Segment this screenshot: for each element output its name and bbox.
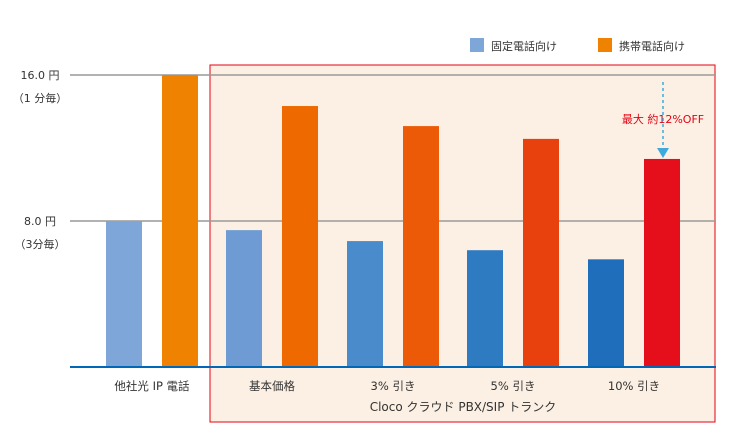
x-tick-label: 3% 引き (371, 379, 416, 393)
y-tick-label: 8.0 円 (24, 215, 56, 228)
legend: 固定電話向け 携帯電話向け (470, 38, 685, 53)
bar-mobile (644, 158, 680, 367)
bar-fixed (467, 250, 503, 367)
legend-swatch-mobile (598, 38, 612, 52)
y-tick-sublabel: （3分毎） (15, 238, 66, 251)
bars-layer (106, 75, 680, 368)
bar-fixed (226, 230, 262, 367)
x-tick-label: 基本価格 (249, 379, 295, 393)
bar-mobile (162, 75, 198, 367)
y-tick-layer: 16.0 円 （1 分毎） 8.0 円 （3分毎） (13, 69, 68, 251)
discount-annotation: 最大 約12%OFF (622, 82, 704, 158)
y-tick-sublabel: （1 分毎） (13, 92, 68, 105)
bar-fixed (347, 241, 383, 367)
bar-mobile (282, 106, 318, 368)
bar-mobile (403, 126, 439, 367)
x-tick-layer: 他社光 IP 電話 基本価格 3% 引き 5% 引き 10% 引き (114, 379, 660, 393)
group-label: Cloco クラウド PBX/SIP トランク (370, 400, 557, 414)
bar-fixed (588, 259, 624, 367)
y-tick-label: 16.0 円 (21, 69, 60, 82)
legend-label-mobile: 携帯電話向け (619, 39, 685, 53)
legend-label-fixed: 固定電話向け (491, 39, 557, 53)
x-tick-label: 他社光 IP 電話 (114, 379, 190, 393)
bar-fixed (106, 221, 142, 367)
annotation-arrow-head (657, 148, 669, 158)
bar-mobile (523, 138, 559, 367)
x-tick-label: 10% 引き (608, 379, 660, 393)
x-tick-label: 5% 引き (491, 379, 536, 393)
legend-swatch-fixed (470, 38, 484, 52)
